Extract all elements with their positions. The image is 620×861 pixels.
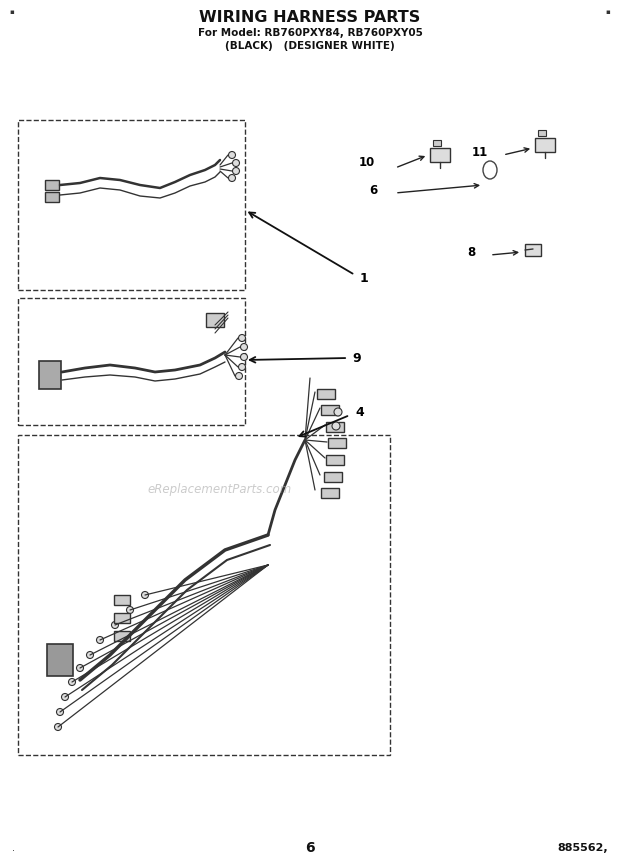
Bar (433, 140, 441, 146)
Bar (535, 138, 555, 152)
Bar (47, 644, 73, 676)
Text: ▪: ▪ (606, 9, 610, 15)
Circle shape (126, 606, 133, 614)
Text: .: . (12, 843, 15, 853)
Circle shape (332, 422, 340, 430)
Text: (BLACK)   (DESIGNER WHITE): (BLACK) (DESIGNER WHITE) (225, 41, 395, 51)
Circle shape (334, 408, 342, 416)
Bar (206, 313, 224, 327)
Bar (18, 120, 245, 290)
Circle shape (76, 665, 84, 672)
Text: 6: 6 (370, 183, 378, 196)
Circle shape (239, 363, 246, 370)
Bar (18, 435, 390, 755)
Circle shape (232, 168, 239, 175)
Circle shape (236, 373, 242, 380)
Bar (324, 472, 342, 482)
Circle shape (97, 636, 104, 643)
Circle shape (232, 159, 239, 166)
Circle shape (61, 693, 68, 701)
Bar (114, 595, 130, 605)
Bar (326, 455, 344, 465)
Circle shape (239, 335, 246, 342)
Bar (114, 613, 130, 623)
Text: WIRING HARNESS PARTS: WIRING HARNESS PARTS (200, 10, 420, 26)
Bar (18, 298, 245, 425)
Text: 11: 11 (472, 146, 488, 158)
Bar (328, 438, 346, 448)
Bar (538, 130, 546, 136)
Text: 10: 10 (359, 156, 375, 169)
Bar (45, 180, 59, 190)
Text: 6: 6 (305, 841, 315, 855)
Circle shape (55, 723, 61, 730)
Bar (525, 244, 541, 256)
Text: 9: 9 (352, 351, 361, 364)
Text: ▪: ▪ (10, 9, 14, 15)
Text: For Model: RB760PXY84, RB760PXY05: For Model: RB760PXY84, RB760PXY05 (198, 28, 422, 38)
Bar (317, 389, 335, 399)
Bar (326, 422, 344, 432)
Text: 4: 4 (355, 406, 364, 418)
Text: 1: 1 (360, 271, 369, 284)
Text: eReplacementParts.com: eReplacementParts.com (148, 484, 292, 497)
Circle shape (56, 709, 63, 715)
Circle shape (141, 592, 149, 598)
Bar (321, 405, 339, 415)
Text: 885562,: 885562, (557, 843, 608, 853)
Circle shape (229, 175, 236, 182)
Circle shape (68, 678, 76, 685)
Circle shape (87, 652, 94, 659)
Text: 8: 8 (467, 245, 475, 258)
Bar (39, 361, 61, 389)
Bar (430, 148, 450, 162)
Circle shape (241, 344, 247, 350)
Bar (114, 631, 130, 641)
Bar (45, 192, 59, 202)
Circle shape (112, 622, 118, 629)
Circle shape (229, 152, 236, 158)
Bar (321, 488, 339, 498)
Circle shape (241, 354, 247, 361)
